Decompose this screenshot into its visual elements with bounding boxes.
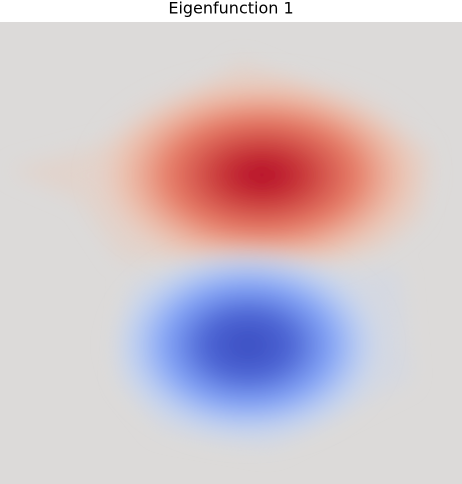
negative-lobe xyxy=(108,245,388,445)
positive-lobe xyxy=(87,70,437,280)
chart-title: Eigenfunction 1 xyxy=(168,0,293,18)
heatmap-image xyxy=(0,22,462,484)
